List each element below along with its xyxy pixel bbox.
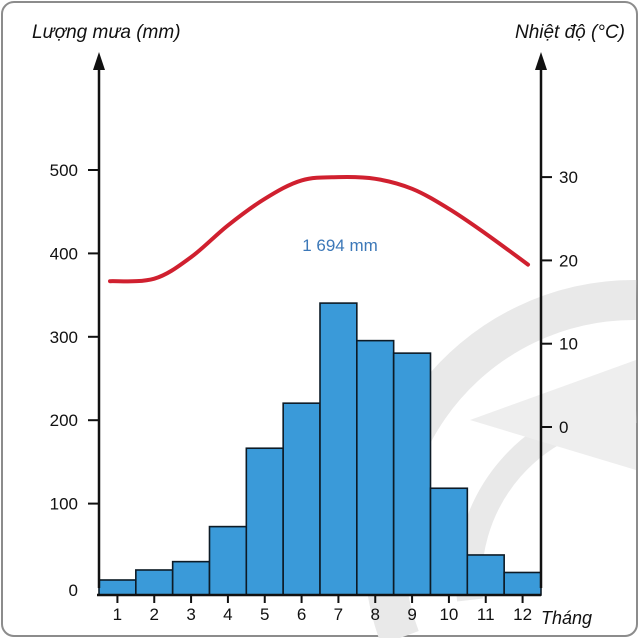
x-tick-label-4: 4 (223, 605, 232, 624)
x-tick-label-2: 2 (150, 605, 159, 624)
rainfall-bar-month-5 (245, 447, 284, 596)
rainfall-bar-month-9 (392, 352, 432, 596)
left-axis-arrow-icon (93, 52, 105, 70)
x-tick-label-5: 5 (260, 605, 269, 624)
rainfall-bar-month-6 (282, 402, 321, 596)
rainfall-bar-month-7 (319, 302, 358, 596)
left-axis-label: Lượng mưa (mm) (32, 22, 181, 43)
bars-layer (98, 302, 542, 596)
x-ticks-layer: 1 2 3 4 5 6 7 8 9 10 11 12 (113, 595, 532, 624)
right-axis-label: Nhiệt độ (°C) (515, 22, 625, 43)
x-tick-label-6: 6 (297, 605, 306, 624)
rainfall-bar-month-12 (503, 571, 542, 596)
left-tick-label-100: 100 (50, 495, 78, 514)
watermark-wedge (470, 360, 636, 470)
rainfall-bar-month-1 (98, 579, 137, 596)
right-tick-label-30: 30 (559, 168, 578, 187)
x-axis-label: Tháng (541, 608, 592, 628)
x-tick-label-10: 10 (439, 605, 458, 624)
left-tick-label-400: 400 (50, 244, 78, 263)
x-tick-label-1: 1 (113, 605, 122, 624)
right-tick-label-10: 10 (559, 335, 578, 354)
x-tick-label-9: 9 (407, 605, 416, 624)
left-tick-label-0: 0 (69, 581, 78, 600)
axes (93, 52, 547, 597)
right-ticks-layer: 0 10 20 30 (541, 168, 578, 437)
temperature-line (108, 174, 530, 284)
total-rainfall-annotation: 1 694 mm (302, 236, 378, 255)
x-tick-label-3: 3 (186, 605, 195, 624)
left-ticks-layer: 0 100 200 300 400 500 (50, 161, 99, 600)
rainfall-bar-month-10 (429, 487, 469, 596)
left-tick-label-300: 300 (50, 328, 78, 347)
rainfall-bar-month-3 (171, 560, 211, 596)
x-tick-label-8: 8 (371, 605, 380, 624)
left-tick-label-500: 500 (50, 161, 78, 180)
x-tick-label-7: 7 (334, 605, 343, 624)
rainfall-bar-month-4 (208, 525, 248, 596)
right-tick-label-0: 0 (559, 418, 568, 437)
rainfall-bar-month-11 (466, 554, 505, 596)
left-tick-label-200: 200 (50, 411, 78, 430)
rainfall-bar-month-2 (135, 569, 174, 596)
x-tick-label-11: 11 (477, 605, 495, 624)
right-axis-arrow-icon (535, 52, 547, 70)
right-tick-label-20: 20 (559, 251, 578, 270)
x-tick-label-12: 12 (513, 605, 532, 624)
rainfall-bar-month-8 (356, 339, 395, 596)
